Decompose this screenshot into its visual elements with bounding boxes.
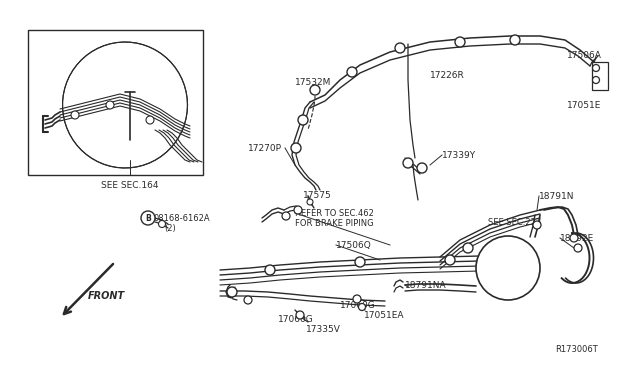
Circle shape bbox=[445, 255, 455, 265]
Circle shape bbox=[71, 111, 79, 119]
Text: FOR BRAKE PIPING: FOR BRAKE PIPING bbox=[295, 218, 374, 228]
Circle shape bbox=[265, 265, 275, 275]
Circle shape bbox=[159, 221, 166, 228]
Text: 17532M: 17532M bbox=[295, 77, 332, 87]
Text: 17335V: 17335V bbox=[306, 326, 341, 334]
Circle shape bbox=[403, 158, 413, 168]
Circle shape bbox=[244, 296, 252, 304]
Circle shape bbox=[463, 243, 473, 253]
Circle shape bbox=[574, 244, 582, 252]
Circle shape bbox=[533, 221, 541, 229]
Text: 17060G: 17060G bbox=[340, 301, 376, 311]
Circle shape bbox=[141, 211, 155, 225]
Circle shape bbox=[310, 85, 320, 95]
Text: 17051E: 17051E bbox=[567, 100, 602, 109]
Circle shape bbox=[282, 212, 290, 220]
Text: (2): (2) bbox=[164, 224, 176, 232]
Text: SEE SEC.164: SEE SEC.164 bbox=[101, 180, 159, 189]
Circle shape bbox=[570, 234, 578, 242]
Text: 17575: 17575 bbox=[303, 190, 332, 199]
Circle shape bbox=[455, 37, 465, 47]
Text: SEE SEC.223: SEE SEC.223 bbox=[488, 218, 541, 227]
Circle shape bbox=[296, 311, 304, 319]
Text: FRONT: FRONT bbox=[88, 291, 125, 301]
Text: f: f bbox=[421, 166, 423, 170]
Text: 17339Y: 17339Y bbox=[442, 151, 476, 160]
Circle shape bbox=[417, 163, 427, 173]
Circle shape bbox=[106, 101, 114, 109]
Text: B: B bbox=[145, 214, 151, 222]
FancyBboxPatch shape bbox=[28, 30, 203, 175]
Circle shape bbox=[353, 295, 361, 303]
Circle shape bbox=[298, 115, 308, 125]
Text: 18791NA: 18791NA bbox=[405, 280, 447, 289]
Text: R173006T: R173006T bbox=[556, 346, 598, 355]
Circle shape bbox=[307, 199, 313, 205]
Text: REFER TO SEC.462: REFER TO SEC.462 bbox=[295, 208, 374, 218]
FancyBboxPatch shape bbox=[592, 62, 608, 90]
Circle shape bbox=[294, 206, 302, 214]
Circle shape bbox=[355, 257, 365, 267]
Circle shape bbox=[358, 304, 365, 311]
Circle shape bbox=[510, 35, 520, 45]
Circle shape bbox=[146, 116, 154, 124]
Text: 17506Q: 17506Q bbox=[336, 241, 372, 250]
Text: 18791N: 18791N bbox=[539, 192, 575, 201]
Text: 17226R: 17226R bbox=[430, 71, 465, 80]
Circle shape bbox=[395, 43, 405, 53]
Circle shape bbox=[593, 64, 600, 71]
Text: 08168-6162A: 08168-6162A bbox=[154, 214, 211, 222]
Circle shape bbox=[291, 143, 301, 153]
Circle shape bbox=[593, 77, 600, 83]
Text: 17270P: 17270P bbox=[248, 144, 282, 153]
Text: 17060G: 17060G bbox=[278, 315, 314, 324]
Text: 17051EA: 17051EA bbox=[364, 311, 404, 320]
Text: 17506A: 17506A bbox=[567, 51, 602, 60]
Circle shape bbox=[347, 67, 357, 77]
Text: 18792E: 18792E bbox=[560, 234, 595, 243]
Circle shape bbox=[476, 236, 540, 300]
Circle shape bbox=[227, 287, 237, 297]
